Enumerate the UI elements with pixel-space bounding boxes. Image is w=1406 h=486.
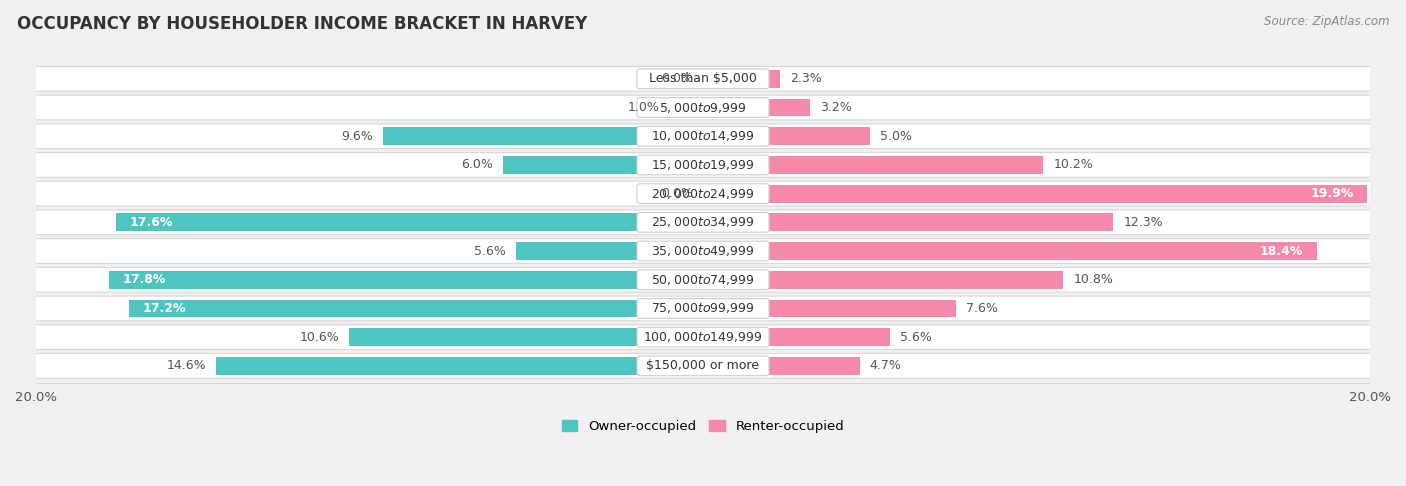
FancyBboxPatch shape [637, 298, 769, 318]
Text: 12.3%: 12.3% [1123, 216, 1163, 229]
Bar [703, 271, 1063, 289]
FancyBboxPatch shape [637, 212, 769, 232]
Bar [703, 357, 859, 375]
Bar [703, 328, 890, 346]
Text: 17.6%: 17.6% [129, 216, 173, 229]
Bar [669, 99, 703, 117]
Legend: Owner-occupied, Renter-occupied: Owner-occupied, Renter-occupied [557, 415, 849, 438]
Bar [516, 242, 703, 260]
Bar [703, 242, 1316, 260]
Text: 6.0%: 6.0% [461, 158, 494, 172]
Bar [703, 70, 780, 88]
Text: 0.0%: 0.0% [661, 187, 693, 200]
Text: $10,000 to $14,999: $10,000 to $14,999 [651, 129, 755, 143]
FancyBboxPatch shape [25, 181, 1381, 206]
Text: 9.6%: 9.6% [342, 130, 373, 143]
Text: 7.6%: 7.6% [966, 302, 998, 315]
FancyBboxPatch shape [25, 239, 1381, 263]
FancyBboxPatch shape [25, 124, 1381, 149]
Text: 1.0%: 1.0% [627, 101, 659, 114]
Bar [382, 127, 703, 145]
Text: 18.4%: 18.4% [1260, 244, 1303, 258]
FancyBboxPatch shape [25, 267, 1381, 292]
Text: OCCUPANCY BY HOUSEHOLDER INCOME BRACKET IN HARVEY: OCCUPANCY BY HOUSEHOLDER INCOME BRACKET … [17, 15, 588, 33]
Text: 2.3%: 2.3% [790, 72, 821, 86]
Bar [703, 99, 810, 117]
Bar [117, 213, 703, 231]
Text: Less than $5,000: Less than $5,000 [650, 72, 756, 86]
Text: $35,000 to $49,999: $35,000 to $49,999 [651, 244, 755, 258]
Bar [703, 213, 1114, 231]
Text: $5,000 to $9,999: $5,000 to $9,999 [659, 101, 747, 115]
Text: 5.6%: 5.6% [474, 244, 506, 258]
FancyBboxPatch shape [637, 126, 769, 146]
Text: $100,000 to $149,999: $100,000 to $149,999 [644, 330, 762, 344]
Text: Source: ZipAtlas.com: Source: ZipAtlas.com [1264, 15, 1389, 28]
Bar [703, 185, 1367, 203]
FancyBboxPatch shape [25, 325, 1381, 349]
FancyBboxPatch shape [25, 67, 1381, 91]
Bar [703, 127, 870, 145]
FancyBboxPatch shape [25, 210, 1381, 235]
Text: $75,000 to $99,999: $75,000 to $99,999 [651, 301, 755, 315]
Text: 3.2%: 3.2% [820, 101, 852, 114]
Text: 19.9%: 19.9% [1310, 187, 1354, 200]
FancyBboxPatch shape [25, 353, 1381, 378]
Bar [703, 156, 1043, 174]
Text: 10.8%: 10.8% [1073, 273, 1114, 286]
Text: $50,000 to $74,999: $50,000 to $74,999 [651, 273, 755, 287]
Text: 14.6%: 14.6% [166, 359, 207, 372]
Text: 4.7%: 4.7% [870, 359, 901, 372]
Text: $15,000 to $19,999: $15,000 to $19,999 [651, 158, 755, 172]
FancyBboxPatch shape [637, 241, 769, 261]
Text: $25,000 to $34,999: $25,000 to $34,999 [651, 215, 755, 229]
FancyBboxPatch shape [25, 153, 1381, 177]
FancyBboxPatch shape [637, 184, 769, 204]
FancyBboxPatch shape [637, 356, 769, 376]
Bar [503, 156, 703, 174]
Bar [703, 299, 956, 317]
Bar [350, 328, 703, 346]
FancyBboxPatch shape [637, 155, 769, 175]
Text: $20,000 to $24,999: $20,000 to $24,999 [651, 187, 755, 201]
Text: 10.2%: 10.2% [1053, 158, 1092, 172]
FancyBboxPatch shape [25, 296, 1381, 321]
Text: 10.6%: 10.6% [299, 330, 339, 344]
FancyBboxPatch shape [637, 69, 769, 88]
Text: 17.2%: 17.2% [143, 302, 186, 315]
Text: 5.6%: 5.6% [900, 330, 932, 344]
Bar [217, 357, 703, 375]
Bar [129, 299, 703, 317]
Text: 5.0%: 5.0% [880, 130, 911, 143]
FancyBboxPatch shape [637, 270, 769, 290]
Text: 17.8%: 17.8% [122, 273, 166, 286]
FancyBboxPatch shape [637, 98, 769, 118]
FancyBboxPatch shape [25, 95, 1381, 120]
Text: 0.0%: 0.0% [661, 72, 693, 86]
Bar [110, 271, 703, 289]
Text: $150,000 or more: $150,000 or more [647, 359, 759, 372]
FancyBboxPatch shape [637, 327, 769, 347]
